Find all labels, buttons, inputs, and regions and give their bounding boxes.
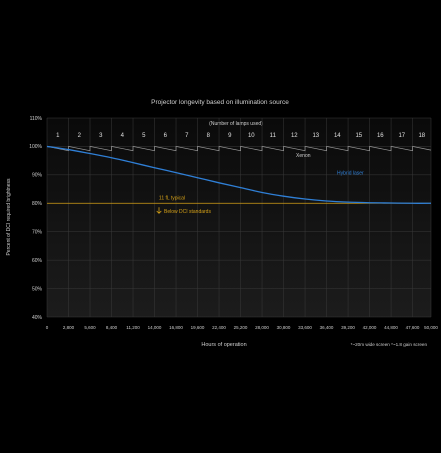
lamp-number: 4 <box>121 133 125 139</box>
below-dci-label: Below DCI standards <box>164 209 211 215</box>
x-tick-label: 44,800 <box>384 325 398 330</box>
below-dci-note: Below DCI standards <box>156 207 211 215</box>
lamp-number: 7 <box>185 133 189 139</box>
x-tick-label: 2,800 <box>63 325 75 330</box>
lamp-number: 14 <box>334 133 341 139</box>
footnote: *~20m wide screen *~1.8 gain screen <box>351 342 428 347</box>
x-tick-label: 28,000 <box>255 325 269 330</box>
down-arrow-icon <box>156 207 162 214</box>
x-tick-label: 36,400 <box>320 325 334 330</box>
lamp-number: 17 <box>398 133 405 139</box>
lamp-number: 5 <box>142 133 146 139</box>
plot-background <box>47 118 431 317</box>
lamp-number: 12 <box>291 133 298 139</box>
lamp-number: 6 <box>164 133 168 139</box>
x-axis-ticks: 0 2,800 5,600 8,400 11,200 14,000 16,800 19,600… <box>46 325 439 330</box>
series-line-xenon <box>46 146 432 152</box>
series-label-xenon: Xenon <box>296 153 311 159</box>
series-line-hybrid-laser <box>46 145 432 204</box>
series-label-hybrid-laser: Hybrid laser <box>337 170 364 176</box>
y-tick-label: 110% <box>30 116 43 122</box>
y-axis-label: Percent of DCI required brightness <box>6 178 12 255</box>
x-tick-label: 30,800 <box>277 325 291 330</box>
lamp-number: 16 <box>377 133 384 139</box>
y-axis-ticks: 40% 50% 60% 70% 80% 90% 100% 110% <box>29 116 42 321</box>
reference-label: 11 fL typical <box>159 195 185 201</box>
x-tick-label: 39,200 <box>341 325 355 330</box>
y-tick-label: 40% <box>32 315 43 321</box>
lamp-number: 11 <box>270 133 277 139</box>
lamp-number: 10 <box>248 133 255 139</box>
x-tick-label: 33,600 <box>298 325 312 330</box>
y-tick-label: 90% <box>32 173 43 179</box>
lamp-number: 13 <box>312 133 319 139</box>
lamp-number: 15 <box>355 133 362 139</box>
lamp-number: 3 <box>99 133 103 139</box>
y-tick-label: 70% <box>32 230 43 236</box>
chart-title: Projector longevity based on illuminatio… <box>151 99 289 106</box>
x-tick-label: 11,200 <box>126 325 140 330</box>
x-tick-label: 47,600 <box>406 325 420 330</box>
lamp-number: 18 <box>418 133 425 139</box>
y-tick-label: 80% <box>32 201 43 207</box>
lamp-number: 1 <box>56 133 60 139</box>
x-tick-label: 14,000 <box>148 325 162 330</box>
grid <box>46 117 432 318</box>
x-tick-label: 19,600 <box>191 325 205 330</box>
y-tick-label: 50% <box>32 286 43 292</box>
x-tick-label: 0 <box>46 325 49 330</box>
lamp-number: 2 <box>78 133 82 139</box>
x-tick-label: 42,000 <box>363 325 377 330</box>
x-tick-label: 16,800 <box>169 325 183 330</box>
lamp-number: 8 <box>207 133 211 139</box>
x-tick-label: 25,200 <box>234 325 248 330</box>
x-tick-label: 5,600 <box>84 325 96 330</box>
lamps-caption: (Number of lamps used) <box>209 121 263 127</box>
y-tick-label: 60% <box>32 258 43 264</box>
y-tick-label: 100% <box>29 144 42 150</box>
x-tick-label: 8,400 <box>106 325 118 330</box>
x-tick-label: 22,400 <box>212 325 226 330</box>
x-axis-label: Hours of operation <box>201 342 246 348</box>
x-tick-label: 50,000 <box>424 325 438 330</box>
lamp-number-row: 1 2 3 4 5 6 7 8 9 10 11 12 13 14 15 16 17 18 <box>56 133 426 139</box>
lamp-number: 9 <box>228 133 232 139</box>
